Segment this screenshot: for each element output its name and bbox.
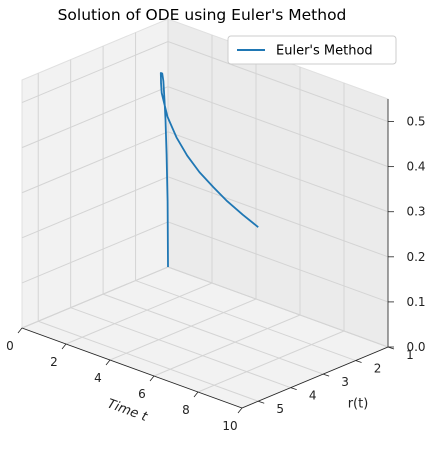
x-tick-mark <box>61 343 67 350</box>
legend-label: Euler's Method <box>276 44 373 59</box>
grid-line-z <box>21 86 389 168</box>
y-tick-label: 1 <box>406 348 414 362</box>
chart-title: Solution of ODE using Euler's Method <box>58 6 347 24</box>
x-tick-label: 10 <box>222 419 237 433</box>
y-tick-label: 2 <box>374 362 382 376</box>
x-tick-mark <box>237 407 243 414</box>
axes-panes <box>20 18 390 409</box>
series-line-euler <box>159 72 259 268</box>
grid-line-z <box>21 131 389 213</box>
x-tick-mark <box>105 359 111 366</box>
x-tick-mark <box>149 375 155 382</box>
x-tick-label: 0 <box>6 339 14 353</box>
x-tick-mark <box>17 327 23 334</box>
y-tick-label: 5 <box>276 402 284 416</box>
z-tick-label: 0.2 <box>406 250 425 264</box>
x-axis-line <box>21 327 243 409</box>
z-tick-label: 0.5 <box>406 115 425 129</box>
grid-line-z <box>21 41 389 123</box>
y-axis-line <box>241 346 389 409</box>
x-tick-label: 2 <box>50 355 58 369</box>
x-tick-mark <box>193 391 199 398</box>
y-tick-mark <box>258 400 265 404</box>
legend-box <box>227 35 397 65</box>
z-tick-label: 0.4 <box>406 160 425 174</box>
x-tick-label: 6 <box>138 387 146 401</box>
x-tick-label: 8 <box>182 403 190 417</box>
z-tick-label: 0.0 <box>406 340 425 354</box>
z-tick-label: 0.1 <box>406 295 425 309</box>
y-tick-mark <box>290 387 297 391</box>
y-tick-mark <box>355 360 362 363</box>
y-tick-mark <box>322 373 330 377</box>
grid-line-z <box>21 176 389 258</box>
x-tick-label: 4 <box>94 371 102 385</box>
y-tick-label: 3 <box>341 375 349 389</box>
z-tick-label: 0.3 <box>406 205 425 219</box>
series-layer <box>159 72 259 268</box>
y-axis-label: r(t) <box>348 397 369 412</box>
legend: Euler's Method <box>227 35 397 65</box>
y-tick-label: 4 <box>309 389 317 403</box>
